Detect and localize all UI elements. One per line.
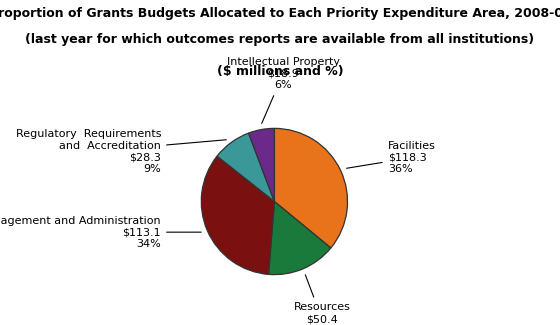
Text: Management and Administration
$113.1
34%: Management and Administration $113.1 34%	[0, 215, 201, 249]
Wedge shape	[269, 202, 331, 275]
Text: (last year for which outcomes reports are available from all institutions): (last year for which outcomes reports ar…	[25, 32, 535, 46]
Wedge shape	[217, 133, 274, 202]
Wedge shape	[249, 128, 274, 202]
Text: Regulatory  Requirements
and  Accreditation
$28.3
9%: Regulatory Requirements and Accreditatio…	[16, 129, 226, 174]
Text: Resources
$50.4
15%: Resources $50.4 15%	[293, 275, 351, 325]
Text: ($ millions and %): ($ millions and %)	[217, 65, 343, 78]
Text: Proportion of Grants Budgets Allocated to Each Priority Expenditure Area, 2008-0: Proportion of Grants Budgets Allocated t…	[0, 6, 560, 20]
Wedge shape	[201, 156, 274, 274]
Wedge shape	[274, 128, 348, 248]
Text: Intellectual Property
$18.9
6%: Intellectual Property $18.9 6%	[227, 57, 340, 124]
Text: Facilities
$118.3
36%: Facilities $118.3 36%	[347, 141, 436, 174]
